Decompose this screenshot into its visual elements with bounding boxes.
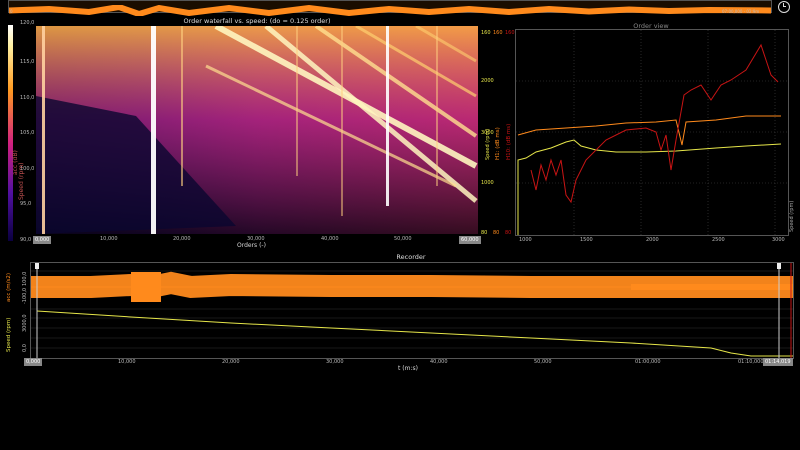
recorder-speed-top: 3000,0 <box>22 314 28 333</box>
waterfall-xtick: 40,000 <box>321 236 339 242</box>
recorder-speed-label: Speed (rpm) <box>6 317 12 352</box>
recorder-speed-bottom: 0,0 <box>22 344 28 352</box>
recorder-acc-bottom: -100,0 <box>22 287 28 304</box>
order-view-speed-label: Speed (rpm) <box>485 128 491 160</box>
order-view-plot[interactable] <box>515 29 789 236</box>
waterfall-heatmap <box>36 26 478 234</box>
recorder-acc-label: acc (m/s2) <box>6 272 12 302</box>
order-view-h10-label: H10: (dB ms) <box>506 123 512 160</box>
colorbar-top-value: 120,0 <box>20 20 35 26</box>
order-view-bottom-value-3: 80 <box>505 230 512 236</box>
waterfall-xtick: 20,000 <box>173 236 191 242</box>
overview-time-label: 07:00,000 - 02:9m <box>722 9 760 14</box>
recorder-xtick: 50,000 <box>534 359 552 365</box>
waterfall-ytick: 110,0 <box>20 95 35 101</box>
recorder-xtick: 40,000 <box>430 359 448 365</box>
recorder-xtick: 10,000 <box>118 359 136 365</box>
waterfall-plot[interactable] <box>36 26 478 234</box>
order-view-top-value-1: 160 <box>481 30 491 36</box>
recorder-x-end-box[interactable]: 01:14,019 <box>763 358 793 366</box>
colorbar-bottom-value: 90,0 <box>20 237 32 243</box>
waterfall-ytick: 100,0 <box>20 166 35 172</box>
recorder-xtick: 01:10,000 <box>738 359 764 365</box>
order-view-xtick: 2000 <box>646 237 659 243</box>
order-view-top-value-2: 160 <box>493 30 503 36</box>
order-view-xtick: 1500 <box>580 237 593 243</box>
waterfall-ytick: 95,0 <box>20 201 32 207</box>
waterfall-x-start-box[interactable]: 0,000 <box>33 236 52 244</box>
recorder-chart <box>31 263 793 358</box>
waterfall-xtick: 50,000 <box>394 236 412 242</box>
waterfall-title: Order waterfall vs. speed: (do = 0.125 o… <box>183 17 331 25</box>
order-view-top-value-3: 160 <box>505 30 515 36</box>
order-view-title: Order view <box>633 22 669 30</box>
recorder-xtick: 01:00,000 <box>635 359 661 365</box>
recorder-xtick: 30,000 <box>326 359 344 365</box>
order-view-chart <box>516 30 788 235</box>
order-view-bottom-value-1: 80 <box>481 230 488 236</box>
recorder-acc-top: 100,0 <box>22 271 28 286</box>
overview-waveform <box>8 3 772 18</box>
overview-strip[interactable] <box>8 0 772 18</box>
waterfall-x-end-box[interactable]: 60,000 <box>459 236 481 244</box>
order-view-h1-label: H1: (dB ms) <box>495 127 501 160</box>
recorder-x-label: t (m:s) <box>398 365 418 372</box>
waterfall-x-label: Orders (-) <box>237 242 266 249</box>
order-view-speed-tick: 3000 <box>481 130 494 136</box>
waterfall-xtick: 10,000 <box>100 236 118 242</box>
colorbar <box>8 25 13 241</box>
recorder-title: Recorder <box>396 253 426 261</box>
recorder-plot[interactable] <box>30 262 794 359</box>
clock-icon[interactable] <box>778 1 790 13</box>
order-view-xtick: 3000 <box>772 237 785 243</box>
order-view-xtick: 1000 <box>519 237 532 243</box>
waterfall-ytick: 115,0 <box>20 59 35 65</box>
order-view-speed-tick: 2000 <box>481 78 494 84</box>
order-view-xtick: 2500 <box>712 237 725 243</box>
waterfall-xtick: 30,000 <box>247 236 265 242</box>
waterfall-ytick: 105,0 <box>20 130 35 136</box>
order-view-speed-tick: 1000 <box>481 180 494 186</box>
order-view-bottom-value-2: 80 <box>493 230 500 236</box>
recorder-x-start-box[interactable]: 0,000 <box>24 358 43 366</box>
overview-start-label: 0 <box>10 9 13 14</box>
order-view-right-label: Speed (rpm) <box>789 200 795 232</box>
recorder-xtick: 20,000 <box>222 359 240 365</box>
